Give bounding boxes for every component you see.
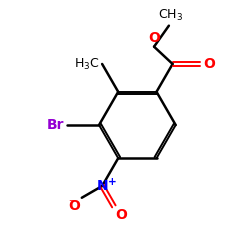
- Text: H$_3$C: H$_3$C: [74, 56, 100, 72]
- Text: N: N: [96, 179, 108, 193]
- Text: O: O: [203, 57, 215, 71]
- Text: O: O: [69, 199, 80, 213]
- Text: +: +: [108, 176, 116, 186]
- Text: CH$_3$: CH$_3$: [158, 8, 183, 23]
- Text: O: O: [148, 32, 160, 46]
- Text: $^-$: $^-$: [67, 198, 76, 208]
- Text: O: O: [115, 208, 127, 222]
- Text: Br: Br: [47, 118, 64, 132]
